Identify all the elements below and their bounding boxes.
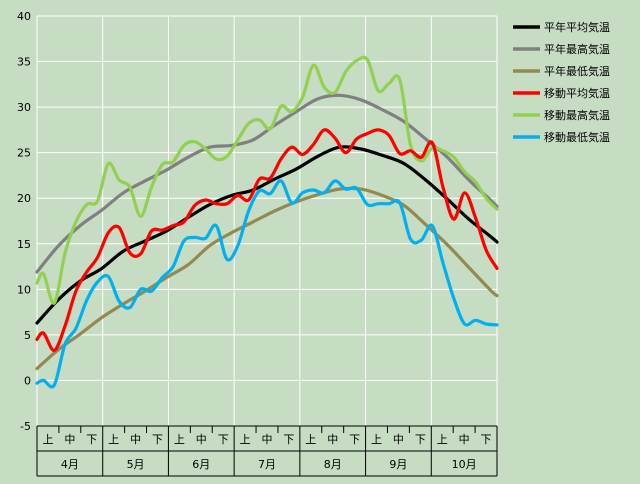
x-subdivision-label: 中 xyxy=(459,433,470,446)
x-month-label: 7月 xyxy=(258,458,276,471)
x-subdivision-label: 下 xyxy=(86,433,97,446)
legend-label: 移動最低気温 xyxy=(544,130,610,144)
plot-area xyxy=(37,16,497,426)
grid-lines xyxy=(36,15,498,427)
legend-label: 移動最高気温 xyxy=(544,108,610,122)
series-lines xyxy=(35,55,499,389)
x-subdivision-label: 中 xyxy=(196,433,207,446)
x-month-label: 4月 xyxy=(61,458,79,471)
x-month-label: 8月 xyxy=(324,458,342,471)
series-line xyxy=(35,145,499,325)
legend-label: 平年平均気温 xyxy=(544,20,610,34)
legend-label: 移動平均気温 xyxy=(544,86,610,100)
series-line xyxy=(35,186,499,371)
y-tick-label: 25 xyxy=(17,147,31,160)
y-tick-label: 40 xyxy=(17,10,31,23)
y-tick-label: 10 xyxy=(17,283,31,296)
series-line xyxy=(35,55,499,305)
x-axis: 上中下4月上中下5月上中下6月上中下7月上中下8月上中下9月上中下10月 xyxy=(36,425,498,477)
x-subdivision-label: 中 xyxy=(393,433,404,446)
y-axis-ticks: -5 0 5 10 15 20 25 30 35 40 xyxy=(17,10,31,433)
x-subdivision-label: 下 xyxy=(481,433,492,446)
x-month-label: 9月 xyxy=(389,458,407,471)
y-tick-label: 15 xyxy=(17,238,31,251)
x-subdivision-label: 下 xyxy=(152,433,163,446)
x-month-label: 5月 xyxy=(127,458,145,471)
x-subdivision-label: 下 xyxy=(283,433,294,446)
x-subdivision-label: 上 xyxy=(305,433,316,446)
x-subdivision-label: 上 xyxy=(371,433,382,446)
x-subdivision-label: 下 xyxy=(349,433,360,446)
y-tick-label: 35 xyxy=(17,56,31,69)
x-subdivision-label: 下 xyxy=(415,433,426,446)
x-subdivision-label: 上 xyxy=(437,433,448,446)
y-tick-label: 0 xyxy=(24,374,31,387)
legend-label: 平年最高気温 xyxy=(544,42,610,56)
y-tick-label: 30 xyxy=(17,101,31,114)
y-tick-label: 5 xyxy=(24,329,31,342)
y-tick-label: 20 xyxy=(17,192,31,205)
x-subdivision-label: 中 xyxy=(64,433,75,446)
x-subdivision-label: 上 xyxy=(108,433,119,446)
x-month-label: 6月 xyxy=(192,458,210,471)
x-subdivision-label: 上 xyxy=(42,433,53,446)
legend-label: 平年最低気温 xyxy=(544,64,610,78)
x-subdivision-label: 上 xyxy=(240,433,251,446)
y-tick-label: -5 xyxy=(20,420,31,433)
x-subdivision-label: 中 xyxy=(327,433,338,446)
series-line xyxy=(35,179,499,389)
x-subdivision-label: 中 xyxy=(130,433,141,446)
series-line xyxy=(35,128,499,352)
x-subdivision-label: 下 xyxy=(218,433,229,446)
x-subdivision-label: 中 xyxy=(262,433,273,446)
x-month-label: 10月 xyxy=(452,458,477,471)
x-subdivision-label: 上 xyxy=(174,433,185,446)
